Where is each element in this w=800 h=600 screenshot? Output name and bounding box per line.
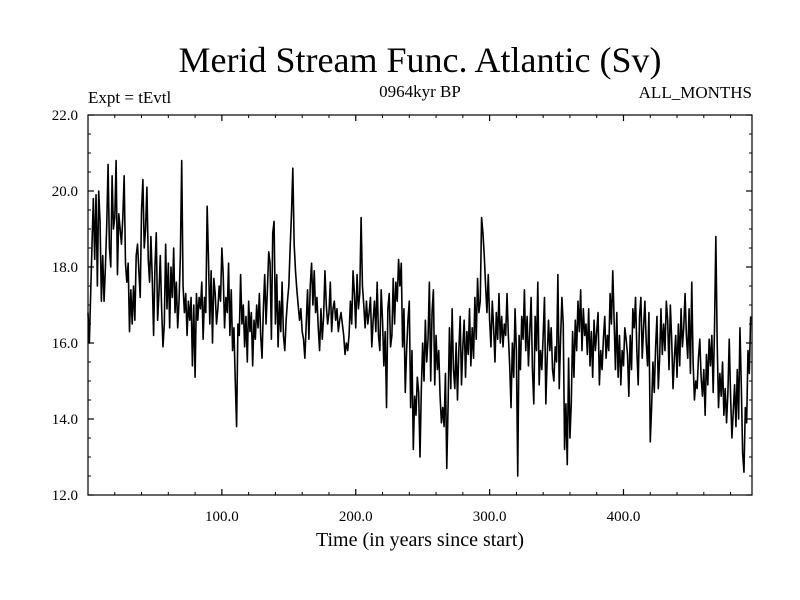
plot-frame xyxy=(87,114,753,496)
period-label: 0964kyr BP xyxy=(379,82,461,101)
x-axis-label: Time (in years since start) xyxy=(316,529,524,551)
x-tick-label: 100.0 xyxy=(205,509,239,525)
x-tick-label: 200.0 xyxy=(339,509,373,525)
x-tick-label: 400.0 xyxy=(607,509,641,525)
y-tick-label: 16.0 xyxy=(52,336,78,352)
y-tick-label: 22.0 xyxy=(52,108,78,124)
y-axis: 12.0 14.0 16.0 18.0 20.0 22.0 xyxy=(52,108,752,504)
y-tick-label: 20.0 xyxy=(52,184,78,200)
series-line xyxy=(87,159,752,477)
y-tick-label: 18.0 xyxy=(52,260,78,276)
x-tick-label: 300.0 xyxy=(473,509,507,525)
y-tick-label: 12.0 xyxy=(52,488,78,504)
experiment-label: Expt = tEvtl xyxy=(88,88,172,107)
x-axis: 100.0 200.0 300.0 400.0 xyxy=(114,115,732,525)
chart-title: Merid Stream Func. Atlantic (Sv) xyxy=(179,40,662,80)
y-tick-label: 14.0 xyxy=(52,412,78,428)
months-label: ALL_MONTHS xyxy=(639,83,752,102)
